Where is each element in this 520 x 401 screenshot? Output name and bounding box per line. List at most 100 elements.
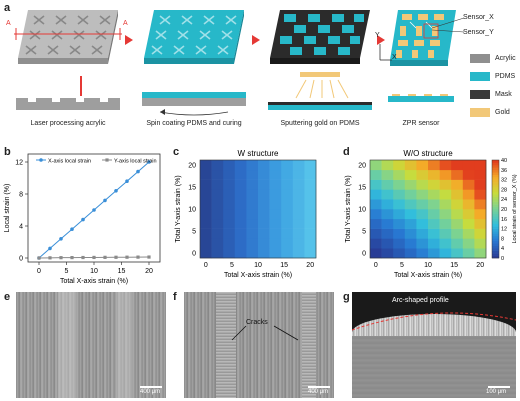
heatmap-cell <box>404 228 417 239</box>
heatmap-cell <box>211 248 224 259</box>
heatmap-cell <box>269 169 282 180</box>
heatmap-cell <box>393 189 406 200</box>
heatmap-cell <box>451 199 464 210</box>
colorbar-segment <box>492 213 499 217</box>
heatmap-cell <box>393 228 406 239</box>
heatmap-cell <box>281 218 294 229</box>
heatmap-cell <box>304 189 317 200</box>
step-caption-3: Sputtering gold on PDMS <box>280 120 360 127</box>
heatmap-cell <box>416 218 429 229</box>
colorbar-tick-label: 12 <box>501 227 507 233</box>
legend-swatch <box>470 90 490 99</box>
colorbar-segment <box>492 164 499 168</box>
heatmap-cell <box>258 189 270 200</box>
heatmap-cell <box>258 179 270 190</box>
heatmap-cell <box>246 238 259 249</box>
y-axis-label: Local strain (%) <box>4 184 11 233</box>
heatmap-cell <box>223 160 236 171</box>
heatmap-cell <box>462 248 475 259</box>
panel-label-b: b <box>4 146 11 158</box>
colorbar-tick-label: 32 <box>501 178 507 184</box>
colorbar-segment <box>492 201 499 205</box>
colorbar-segment <box>492 189 499 193</box>
colorbar-segment <box>492 204 499 207</box>
heatmap-cell <box>223 199 236 210</box>
heatmap-cell <box>428 228 440 239</box>
colorbar-tick-label: 0 <box>501 256 504 262</box>
plot-frame <box>369 159 487 259</box>
heatmap-cell <box>234 248 247 259</box>
heatmap-cell <box>474 238 487 249</box>
legend-acrylic: Acrylic <box>470 54 516 63</box>
legend-label: PDMS <box>495 73 516 80</box>
heatmap-cell <box>474 209 487 220</box>
heatmap-cell <box>404 248 417 259</box>
x-axis-label: Total X-axis strain (%) <box>394 272 462 279</box>
panel-label-f: f <box>173 291 177 303</box>
legend-swatch <box>470 108 490 117</box>
colorbar-segment <box>492 248 499 251</box>
heatmap-cell <box>393 218 406 229</box>
heatmap-cell <box>292 238 305 249</box>
acrylic-cross-section <box>16 76 120 110</box>
heatmap-cell <box>211 169 224 180</box>
heatmap-cell <box>223 169 236 180</box>
heatmap-cell <box>281 209 294 220</box>
heatmap-cell <box>211 179 224 190</box>
heatmap-cell <box>200 179 212 190</box>
colorbar-segment <box>492 255 499 259</box>
heatmap-cell <box>304 228 317 239</box>
colorbar-frame <box>491 159 500 259</box>
heatmap-cell <box>269 199 282 210</box>
colorbar-segment <box>492 199 499 202</box>
legend-mask: Mask <box>470 90 512 99</box>
heatmap-cell <box>258 169 270 180</box>
heatmap-cell <box>246 209 259 220</box>
micrograph-f: Cracks 400 μm <box>184 292 334 398</box>
micrograph-g: Arc-shaped profile 100 μm <box>352 292 516 398</box>
heatmap-cell <box>223 189 236 200</box>
x-tick-label: 0 <box>37 268 41 275</box>
heatmap-cell <box>304 248 317 259</box>
heatmap-cell <box>292 189 305 200</box>
heatmap-cell <box>246 199 259 210</box>
heatmap-cell <box>474 199 487 210</box>
data-point <box>147 160 151 164</box>
heatmap-cell <box>381 209 394 220</box>
heatmap-cell <box>451 169 464 180</box>
heatmap-cell <box>258 160 270 171</box>
heatmap-cell <box>404 199 417 210</box>
panel-label-c: c <box>173 146 180 158</box>
colorbar-segment <box>492 209 499 212</box>
colorbar-segment <box>492 228 499 232</box>
heatmap-cell <box>200 209 212 220</box>
x-tick-label: 20 <box>145 268 153 275</box>
heatmap-cell <box>258 209 270 220</box>
heatmap-cell <box>404 179 417 190</box>
axis-x-letter: X <box>392 54 397 61</box>
panel-label-g: g <box>343 291 350 303</box>
colorbar-segment <box>492 231 499 234</box>
heatmap-cell <box>246 160 259 171</box>
heatmap-cell <box>393 238 406 249</box>
heatmap-cell <box>404 238 417 249</box>
data-point <box>48 256 52 260</box>
y-tick-label: 0 <box>192 251 196 258</box>
heatmap-cell <box>393 160 406 171</box>
heatmap-cell <box>439 218 452 229</box>
heatmap-cell <box>381 199 394 210</box>
heatmap-cell <box>393 169 406 180</box>
heatmap-cell <box>234 228 247 239</box>
colorbar-segment <box>492 211 499 215</box>
data-point <box>103 255 107 259</box>
heatmap-cell <box>439 179 452 190</box>
heatmap-cell <box>428 238 440 249</box>
scale-label-e: 400 μm <box>140 389 161 395</box>
heatmap-cell <box>246 169 259 180</box>
heatmap-cell <box>246 179 259 190</box>
wo-structure-heatmap: W/O structure 0 0 5 5 10 10 15 15 20 20 Total X-axi… <box>345 149 518 279</box>
colorbar-segment <box>492 240 499 244</box>
heatmap-cell <box>428 248 440 259</box>
heatmap-cell <box>404 209 417 220</box>
heatmap-cell <box>200 199 212 210</box>
